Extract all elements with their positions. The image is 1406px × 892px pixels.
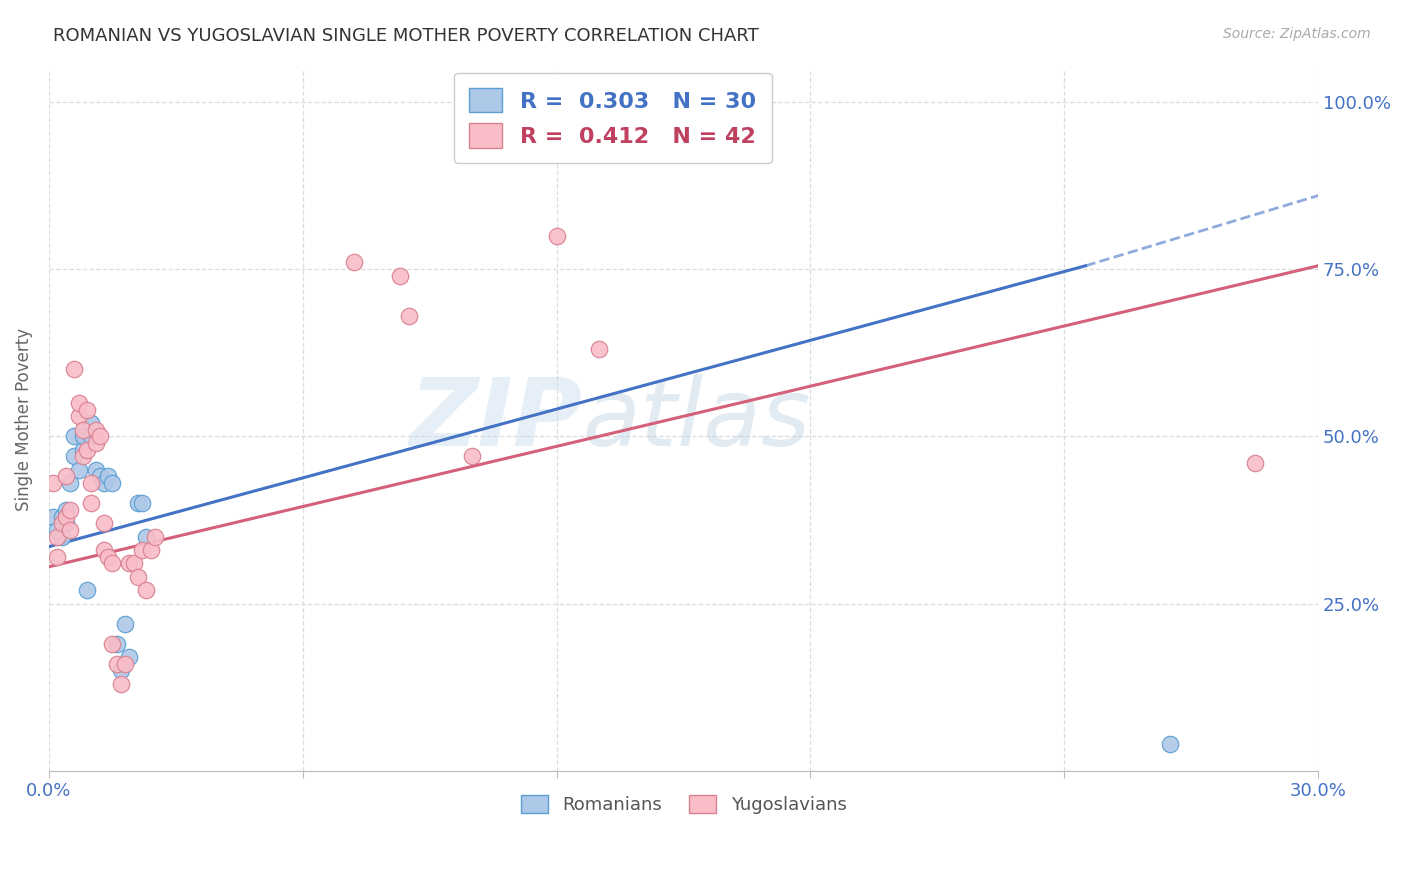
- Point: [457, 112, 479, 126]
- Y-axis label: Single Mother Poverty: Single Mother Poverty: [15, 328, 32, 511]
- Point: [97, 549, 120, 564]
- Point: [59, 503, 82, 517]
- Point: [46, 549, 69, 564]
- Point: [139, 543, 162, 558]
- Point: [89, 469, 111, 483]
- Point: [93, 516, 115, 531]
- Point: [110, 677, 132, 691]
- Point: [59, 523, 82, 537]
- Point: [101, 637, 124, 651]
- Point: [63, 450, 86, 464]
- Point: [55, 509, 77, 524]
- Point: [135, 583, 157, 598]
- Legend: Romanians, Yugoslavians: Romanians, Yugoslavians: [510, 784, 858, 825]
- Point: [1159, 737, 1181, 751]
- Point: [588, 343, 610, 357]
- Point: [122, 557, 145, 571]
- Point: [105, 657, 128, 671]
- Point: [72, 429, 94, 443]
- Text: ZIP: ZIP: [409, 374, 582, 466]
- Point: [76, 583, 98, 598]
- Point: [55, 516, 77, 531]
- Point: [67, 409, 90, 424]
- Point: [101, 476, 124, 491]
- Point: [118, 557, 141, 571]
- Point: [1243, 456, 1265, 470]
- Point: [461, 450, 484, 464]
- Point: [97, 469, 120, 483]
- Point: [84, 436, 107, 450]
- Text: atlas: atlas: [582, 374, 810, 465]
- Point: [714, 112, 737, 126]
- Point: [51, 509, 73, 524]
- Point: [84, 463, 107, 477]
- Point: [118, 650, 141, 665]
- Point: [93, 476, 115, 491]
- Point: [46, 530, 69, 544]
- Point: [101, 557, 124, 571]
- Point: [80, 416, 103, 430]
- Text: ROMANIAN VS YUGOSLAVIAN SINGLE MOTHER POVERTY CORRELATION CHART: ROMANIAN VS YUGOSLAVIAN SINGLE MOTHER PO…: [53, 27, 759, 45]
- Point: [110, 664, 132, 678]
- Point: [398, 309, 420, 323]
- Point: [51, 516, 73, 531]
- Point: [67, 396, 90, 410]
- Point: [89, 429, 111, 443]
- Point: [80, 496, 103, 510]
- Point: [51, 530, 73, 544]
- Point: [135, 530, 157, 544]
- Point: [131, 543, 153, 558]
- Point: [93, 543, 115, 558]
- Point: [84, 423, 107, 437]
- Point: [131, 496, 153, 510]
- Point: [63, 429, 86, 443]
- Text: Source: ZipAtlas.com: Source: ZipAtlas.com: [1223, 27, 1371, 41]
- Point: [55, 503, 77, 517]
- Point: [76, 442, 98, 457]
- Point: [389, 268, 412, 283]
- Point: [114, 616, 136, 631]
- Point: [72, 450, 94, 464]
- Point: [72, 423, 94, 437]
- Point: [76, 402, 98, 417]
- Point: [143, 530, 166, 544]
- Point: [72, 442, 94, 457]
- Point: [55, 469, 77, 483]
- Point: [114, 657, 136, 671]
- Point: [127, 570, 149, 584]
- Point: [80, 429, 103, 443]
- Point: [42, 476, 65, 491]
- Point: [127, 496, 149, 510]
- Point: [42, 509, 65, 524]
- Point: [63, 362, 86, 376]
- Point: [546, 228, 568, 243]
- Point: [80, 476, 103, 491]
- Point: [342, 255, 364, 269]
- Point: [46, 523, 69, 537]
- Point: [105, 637, 128, 651]
- Point: [67, 463, 90, 477]
- Point: [59, 476, 82, 491]
